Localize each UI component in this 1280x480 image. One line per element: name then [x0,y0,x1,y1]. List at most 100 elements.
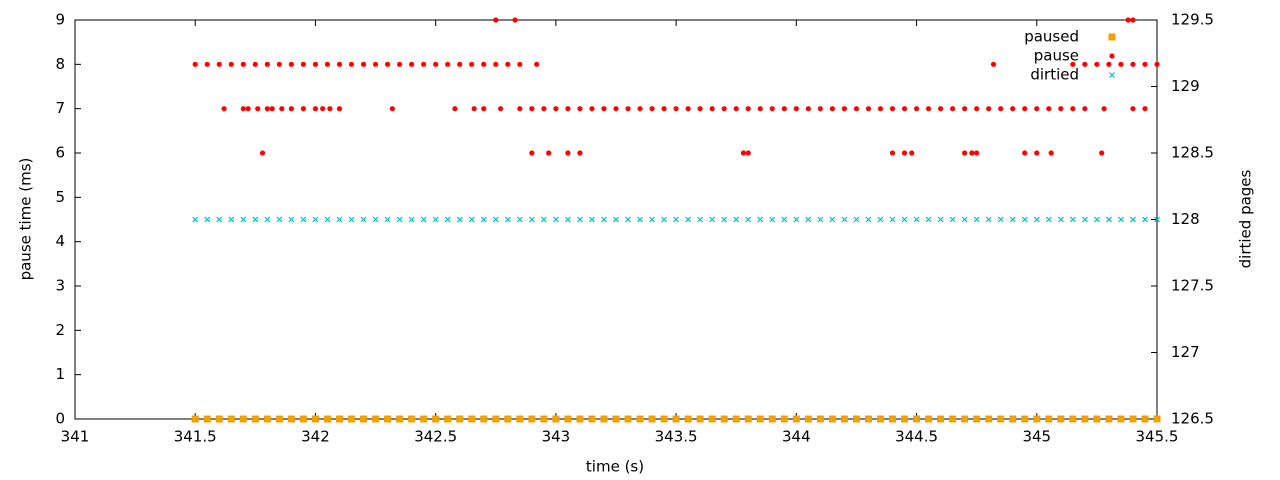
point [744,415,752,423]
point [360,415,368,423]
point [360,216,367,223]
point [709,106,715,112]
point [240,216,247,223]
point [409,61,415,67]
point [1081,415,1089,423]
point [565,106,571,112]
y-tick-label: 1 [55,365,65,383]
point [288,61,294,67]
point [709,216,716,223]
point [516,216,523,223]
point [300,216,307,223]
point [648,415,656,423]
point [733,216,740,223]
point [323,415,331,423]
point [228,61,234,67]
point [901,150,908,156]
point [1101,106,1107,112]
y2-tick-label: 128.5 [1171,144,1214,162]
point [493,17,499,23]
point [973,415,981,423]
y-tick-label: 8 [55,55,65,73]
point [312,61,319,67]
point [276,216,283,223]
point [1045,216,1052,223]
point [481,61,487,67]
point [221,106,227,112]
point [588,415,596,423]
x-tick-label: 343 [542,428,571,446]
point [228,216,235,223]
point [348,415,356,423]
point [720,415,728,423]
point [553,106,559,112]
legend-marker [1108,33,1116,41]
point [1118,216,1124,223]
point [986,106,992,112]
point [708,415,716,423]
point [804,415,812,423]
point [1130,17,1136,23]
point [252,61,258,67]
point [1142,106,1148,112]
point [481,106,487,112]
y-tick-label: 0 [55,410,65,428]
point [949,415,957,423]
legend-label: pause [1034,47,1079,65]
point [529,106,535,112]
point [1069,415,1077,423]
point [528,216,535,223]
point [275,415,283,423]
point [312,106,319,112]
point [661,106,667,112]
point [264,106,270,112]
point [468,415,476,423]
point [877,216,884,223]
point [901,216,908,223]
point [1022,150,1028,156]
point [1070,61,1076,67]
point [1117,415,1125,423]
point [1009,415,1017,423]
point [1021,415,1029,423]
point [1153,415,1161,423]
point [1045,415,1053,423]
point [1154,216,1160,223]
point [649,216,655,223]
point [192,61,198,67]
point [311,415,319,423]
point [204,61,210,67]
y2-tick-label: 128 [1171,210,1200,228]
point [408,415,416,423]
point [817,216,824,223]
point [925,216,932,223]
point [432,415,440,423]
point [876,415,884,423]
point [1099,150,1105,156]
point [324,216,331,223]
point [504,216,511,223]
point [828,415,836,423]
point [829,216,836,223]
point [320,106,326,112]
point [969,150,975,156]
point [769,216,776,223]
point [348,216,355,223]
point [279,106,285,112]
point [1154,61,1160,67]
point [445,61,451,67]
point [672,415,680,423]
point [240,61,246,67]
point [1058,106,1064,112]
point [793,106,799,112]
point [433,61,439,67]
point [251,415,259,423]
legend-label: dirtied [1030,66,1079,84]
point [492,216,499,223]
point [913,415,921,423]
point [1130,216,1136,223]
point [480,415,488,423]
point [1009,216,1016,223]
y-tick-label: 3 [55,277,65,295]
